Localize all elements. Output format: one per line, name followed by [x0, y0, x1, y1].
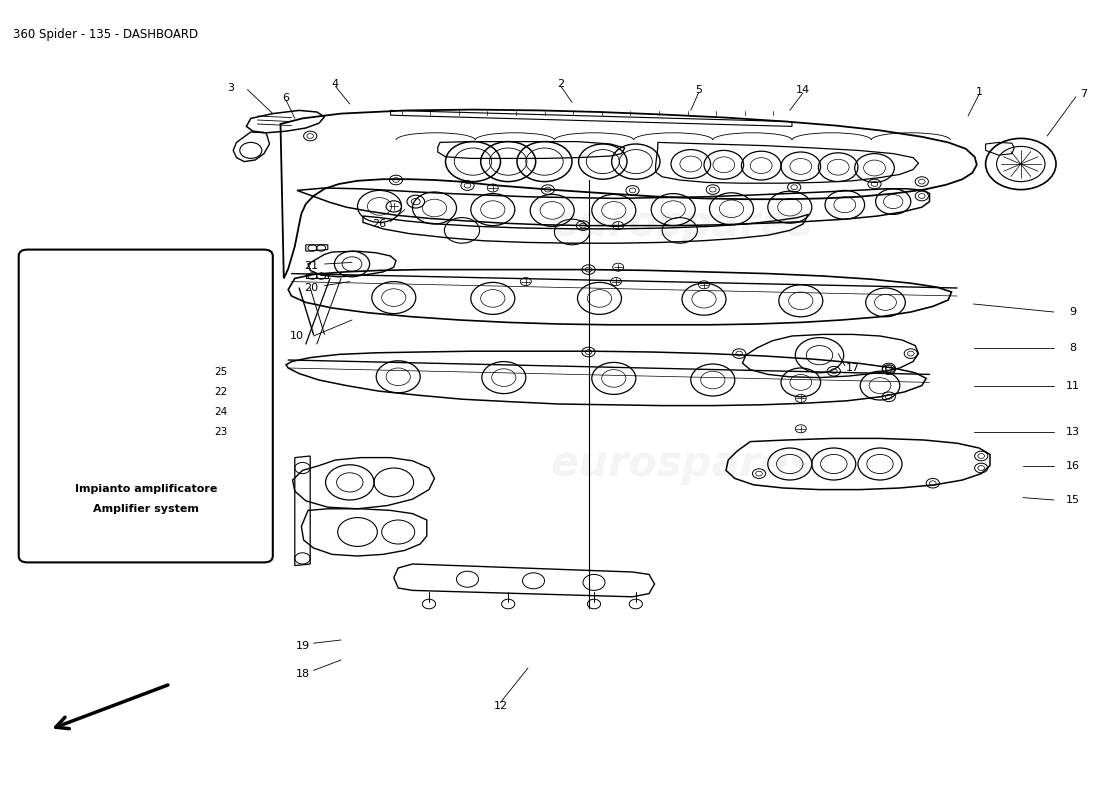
- Text: 24: 24: [214, 407, 228, 417]
- Text: 21: 21: [305, 261, 318, 270]
- Text: 7: 7: [1080, 90, 1087, 99]
- Text: eurospares: eurospares: [550, 443, 814, 485]
- Text: 13: 13: [1066, 427, 1079, 437]
- Text: 3: 3: [228, 83, 234, 93]
- Text: 16: 16: [1066, 461, 1079, 470]
- Text: 19: 19: [296, 642, 309, 651]
- Text: 9: 9: [1069, 307, 1076, 317]
- Text: 22: 22: [214, 387, 228, 397]
- Text: 12: 12: [494, 701, 507, 710]
- Text: Amplifier system: Amplifier system: [92, 504, 199, 514]
- Text: 360 Spider - 135 - DASHBOARD: 360 Spider - 135 - DASHBOARD: [13, 28, 198, 41]
- Text: 26: 26: [373, 219, 386, 229]
- Text: 20: 20: [305, 283, 318, 293]
- Text: 1: 1: [976, 87, 982, 97]
- Text: 10: 10: [290, 331, 304, 341]
- Text: 11: 11: [1066, 381, 1079, 390]
- Text: Impianto amplificatore: Impianto amplificatore: [75, 484, 217, 494]
- Text: 17: 17: [846, 363, 859, 373]
- Text: 6: 6: [283, 93, 289, 102]
- Text: eurospares: eurospares: [550, 203, 814, 245]
- Text: 14: 14: [796, 86, 810, 95]
- FancyBboxPatch shape: [19, 250, 273, 562]
- Text: eurospares: eurospares: [35, 346, 229, 374]
- Text: 23: 23: [214, 427, 228, 437]
- Text: 15: 15: [1066, 495, 1079, 505]
- Text: 4: 4: [332, 79, 339, 89]
- Text: 25: 25: [214, 367, 228, 377]
- Text: 18: 18: [296, 669, 309, 678]
- Text: 2: 2: [558, 79, 564, 89]
- Text: 5: 5: [695, 86, 702, 95]
- Text: 8: 8: [1069, 343, 1076, 353]
